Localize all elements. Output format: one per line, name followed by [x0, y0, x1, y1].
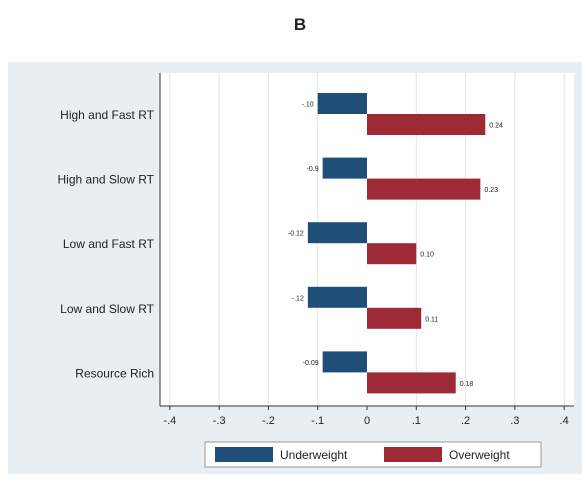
bar-value-label: -0.12	[288, 231, 304, 238]
category-label: Resource Rich	[75, 366, 154, 380]
bar-underweight	[317, 93, 367, 114]
bar-overweight	[367, 114, 486, 135]
x-tick-label: .1	[412, 415, 421, 427]
x-tick-label: .4	[560, 415, 569, 427]
x-tick-label: -.4	[163, 415, 176, 427]
bar-overweight	[367, 178, 481, 200]
bar-value-label: -.10	[302, 102, 314, 109]
legend-box	[204, 441, 542, 468]
legend-label: Underweight	[280, 448, 348, 462]
legend-label: Overweight	[449, 448, 510, 462]
bar-underweight	[322, 157, 367, 179]
legend: Underweight Overweight	[204, 441, 542, 468]
bar-value-label: 0.10	[420, 252, 434, 259]
x-tick-label: .3	[510, 415, 519, 427]
bar-value-label: 0.24	[489, 123, 503, 130]
panel-label: B	[294, 15, 306, 34]
bar-value-label: 0.23	[484, 187, 498, 194]
bar-overweight	[367, 243, 417, 265]
category-labels: High and Fast RT High and Slow RT Low and …	[58, 108, 155, 380]
legend-swatch-underweight	[215, 447, 273, 462]
bar-value-label: 0.18	[460, 381, 474, 388]
legend-swatch-overweight	[384, 447, 442, 462]
bar-overweight	[367, 372, 456, 394]
bar-overweight	[367, 307, 422, 329]
x-tick-label: 0	[364, 415, 370, 427]
x-tick-label: -.1	[311, 415, 324, 427]
bar-value-label: -.12	[292, 295, 304, 302]
category-label: Low and Fast RT	[63, 237, 155, 251]
bar-underweight	[322, 351, 367, 373]
category-label: High and Fast RT	[60, 108, 154, 122]
x-tick-label: .2	[461, 415, 470, 427]
bar-underweight	[307, 222, 367, 244]
bar-value-label: -0.09	[303, 360, 319, 367]
x-tick-label: -.3	[213, 415, 226, 427]
bars	[307, 93, 486, 394]
bar-value-label: -0.9	[307, 166, 319, 173]
bar-labels: -.10 0.24 -0.9 0.23 -0.12 0.10 -.12 0.11 -0.09 0.…	[288, 102, 503, 388]
x-tick-label: -.2	[262, 415, 275, 427]
bar-underweight	[307, 286, 367, 308]
bar-value-label: 0.11	[425, 316, 438, 323]
category-label: Low and Slow RT	[60, 302, 154, 316]
x-tick-labels: -.4 -.3 -.2 -.1 0 .1 .2 .3 .4	[163, 406, 569, 427]
category-label: High and Slow RT	[58, 173, 155, 187]
